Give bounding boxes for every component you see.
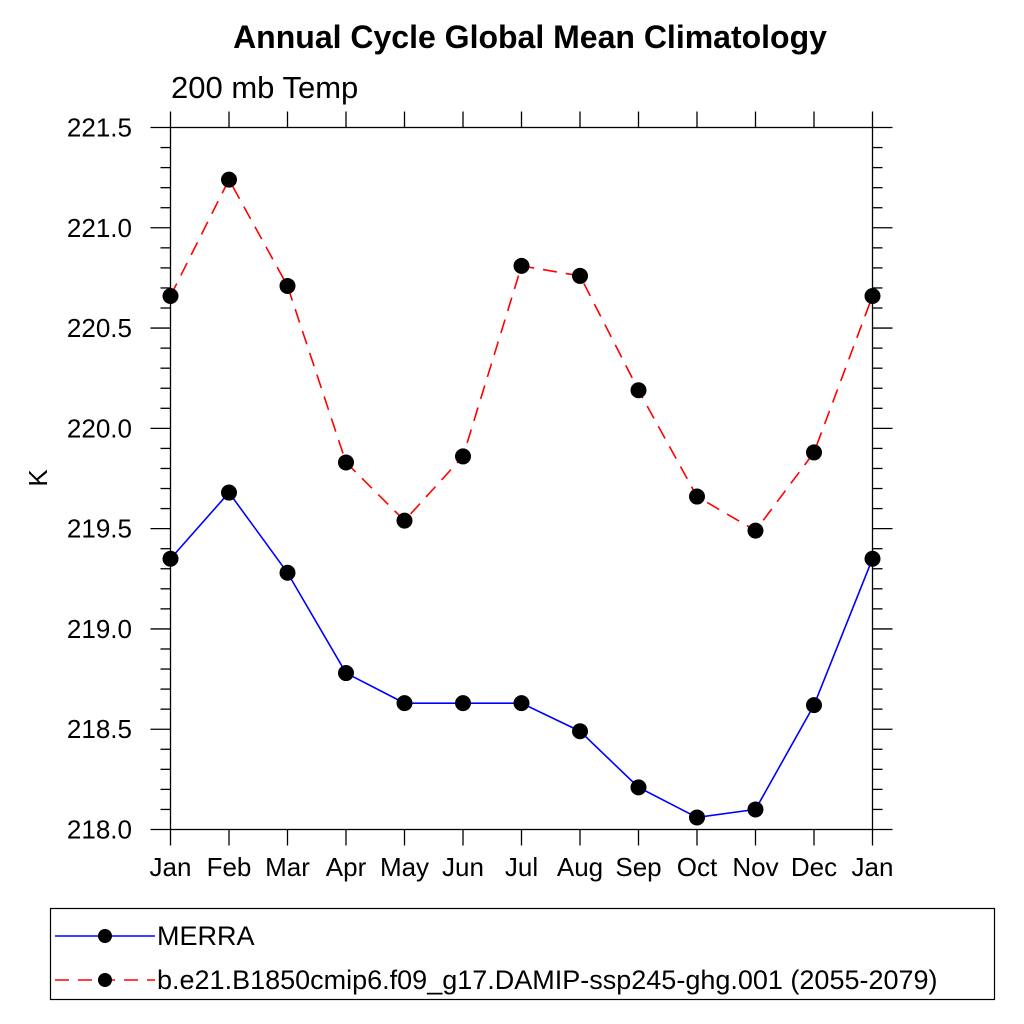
data-point-marker	[747, 801, 764, 818]
y-tick-label: 221.5	[67, 113, 132, 143]
x-axis-ticks: Jan Feb Mar Apr May Jun Jul Aug Sep Oct Nov Dec Jan	[150, 111, 894, 882]
y-tick-label: 218.0	[67, 815, 132, 845]
data-point-marker	[396, 512, 413, 529]
legend-sample-marker	[98, 973, 112, 987]
legend-box	[49, 907, 996, 1001]
y-axis-label: K	[23, 469, 53, 487]
data-point-marker	[572, 267, 588, 284]
data-point-marker	[338, 665, 354, 682]
chart-title: Annual Cycle Global Mean Climatology	[233, 19, 827, 55]
data-point-marker	[396, 695, 413, 712]
x-tick-label: Jan	[852, 852, 894, 882]
x-tick-label: Sep	[615, 852, 661, 882]
x-tick-label: May	[380, 852, 429, 882]
data-point-marker	[162, 550, 179, 567]
data-point-marker	[221, 484, 237, 501]
plot-area: 218.0 218.5 219.0 219.5 220.0 220.5 221.0 221.5…	[67, 111, 894, 882]
x-tick-label: Jun	[442, 852, 484, 882]
legend-sample-marker	[98, 929, 112, 943]
x-tick-label: Nov	[732, 852, 778, 882]
chart-subtitle: 200 mb Temp	[171, 70, 358, 105]
data-point-marker	[455, 448, 471, 465]
plot-box	[169, 126, 874, 831]
data-point-marker	[513, 257, 530, 274]
y-axis-ticks: 218.0 218.5 219.0 219.5 220.0 220.5 221.0 221.5	[67, 113, 893, 845]
data-point-marker	[572, 723, 588, 740]
series-merra	[162, 484, 881, 826]
x-tick-label: Oct	[677, 852, 718, 882]
data-point-marker	[864, 287, 881, 304]
y-tick-label: 219.5	[67, 514, 132, 544]
y-tick-label: 221.0	[67, 213, 132, 243]
series-line	[169, 491, 874, 819]
y-tick-label: 220.0	[67, 413, 132, 443]
data-point-marker	[162, 287, 179, 304]
legend-line-samples	[49, 907, 996, 1001]
data-point-marker	[747, 522, 764, 539]
x-tick-label: Mar	[265, 852, 310, 882]
data-point-marker	[689, 809, 705, 826]
data-point-marker	[806, 697, 822, 714]
legend-label-merra: MERRA	[157, 921, 255, 951]
data-point-marker	[455, 695, 471, 712]
data-point-marker	[513, 695, 530, 712]
data-point-marker	[630, 382, 647, 399]
data-point-marker	[279, 564, 296, 581]
x-tick-label: Apr	[326, 852, 367, 882]
series-line	[169, 177, 874, 532]
series-ghg-run	[162, 171, 881, 539]
x-tick-label: Jul	[505, 852, 538, 882]
data-point-marker	[806, 444, 822, 461]
y-tick-label: 220.5	[67, 313, 132, 343]
legend: MERRA b.e21.B1850cmip6.f09_g17.DAMIP-ssp…	[49, 907, 996, 1001]
data-point-marker	[630, 779, 647, 796]
data-point-marker	[279, 277, 296, 294]
y-tick-label: 219.0	[67, 614, 132, 644]
y-tick-label: 218.5	[67, 714, 132, 744]
data-point-marker	[338, 454, 354, 471]
x-tick-label: Aug	[557, 852, 603, 882]
data-point-marker	[689, 488, 705, 505]
data-point-marker	[221, 171, 237, 188]
x-tick-label: Feb	[207, 852, 252, 882]
legend-label-ghg-run: b.e21.B1850cmip6.f09_g17.DAMIP-ssp245-gh…	[157, 965, 938, 995]
x-tick-label: Dec	[791, 852, 837, 882]
data-point-marker	[864, 550, 881, 567]
x-tick-label: Jan	[150, 852, 192, 882]
